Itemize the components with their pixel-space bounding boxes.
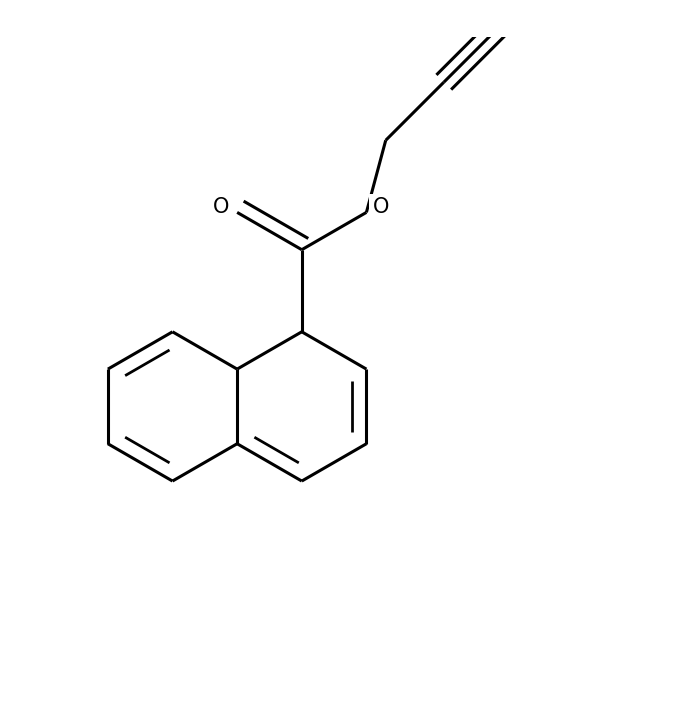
Text: O: O [213, 197, 229, 217]
Text: O: O [372, 197, 389, 217]
